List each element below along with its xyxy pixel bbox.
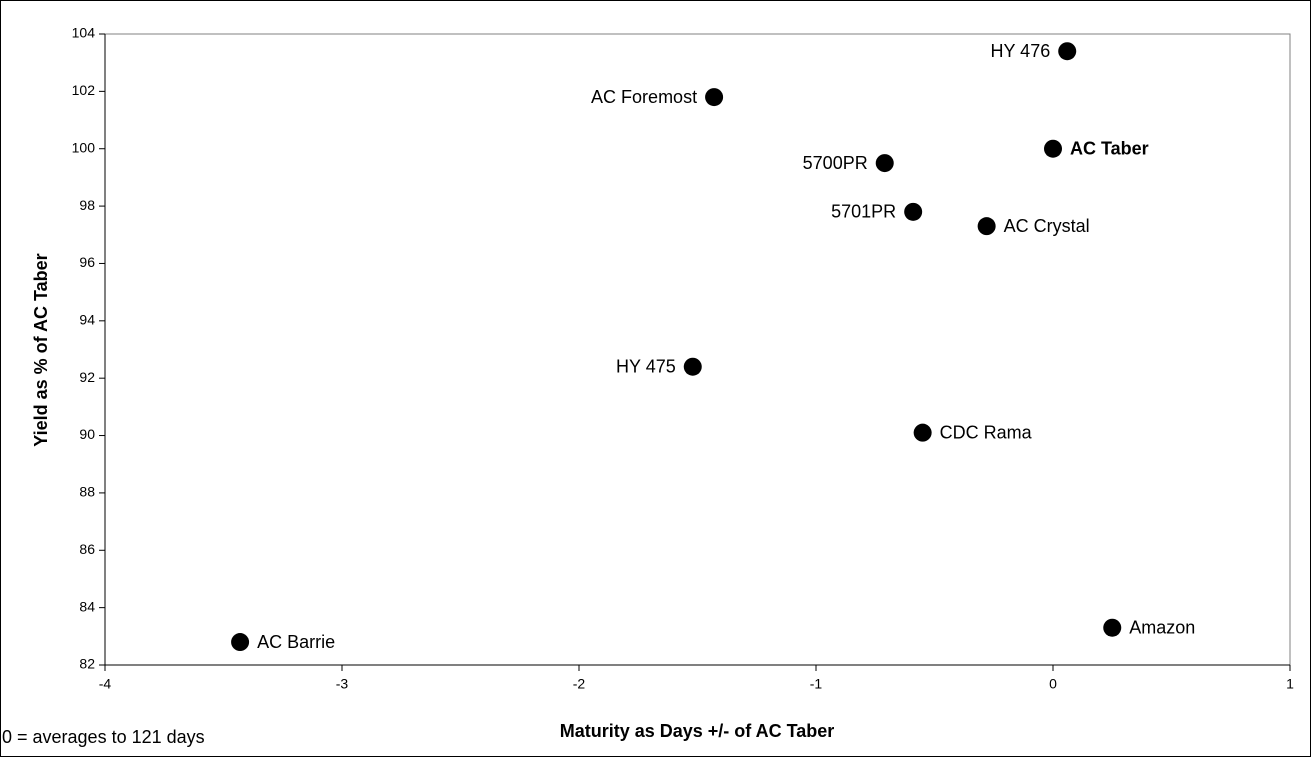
point-label: AC Foremost bbox=[591, 87, 697, 107]
point-label: AC Barrie bbox=[257, 632, 335, 652]
point bbox=[875, 154, 894, 173]
x-tick-label: -2 bbox=[573, 676, 586, 692]
y-tick-label: 92 bbox=[79, 369, 95, 385]
point bbox=[904, 202, 923, 221]
x-tick-label: -4 bbox=[99, 676, 112, 692]
x-tick-label: -3 bbox=[336, 676, 349, 692]
point-label: AC Taber bbox=[1070, 138, 1149, 158]
point-label: 5700PR bbox=[803, 153, 868, 173]
y-tick-label: 86 bbox=[79, 541, 95, 557]
point bbox=[683, 357, 702, 376]
point-label: HY 475 bbox=[616, 356, 676, 376]
point bbox=[913, 423, 932, 442]
y-tick-label: 98 bbox=[79, 197, 95, 213]
x-tick-label: 1 bbox=[1286, 676, 1294, 692]
point bbox=[1103, 618, 1122, 637]
point bbox=[1044, 139, 1062, 158]
y-tick-label: 100 bbox=[72, 139, 96, 155]
y-axis-label: Yield as % of AC Taber bbox=[31, 253, 51, 446]
x-tick-label: 0 bbox=[1049, 676, 1057, 692]
point bbox=[231, 633, 250, 652]
note: 0 = averages to 121 days bbox=[2, 727, 205, 747]
y-tick-label: 88 bbox=[79, 484, 95, 500]
point bbox=[977, 217, 996, 236]
point-label: Amazon bbox=[1129, 617, 1195, 637]
point-label: AC Crystal bbox=[1004, 216, 1090, 236]
x-axis-label: Maturity as Days +/- of AC Taber bbox=[560, 721, 835, 741]
point bbox=[705, 88, 724, 107]
y-tick-label: 90 bbox=[79, 426, 95, 442]
y-tick-label: 96 bbox=[79, 254, 95, 270]
y-tick-label: 94 bbox=[79, 312, 95, 328]
y-tick-label: 104 bbox=[72, 25, 96, 41]
y-tick-label: 82 bbox=[79, 656, 95, 672]
point-label: HY 476 bbox=[991, 41, 1051, 61]
y-tick-label: 102 bbox=[72, 82, 96, 98]
x-tick-label: -1 bbox=[810, 676, 823, 692]
y-tick-label: 84 bbox=[79, 598, 95, 614]
point-label: 5701PR bbox=[831, 202, 896, 222]
point-label: CDC Rama bbox=[940, 422, 1033, 442]
point bbox=[1058, 42, 1077, 61]
